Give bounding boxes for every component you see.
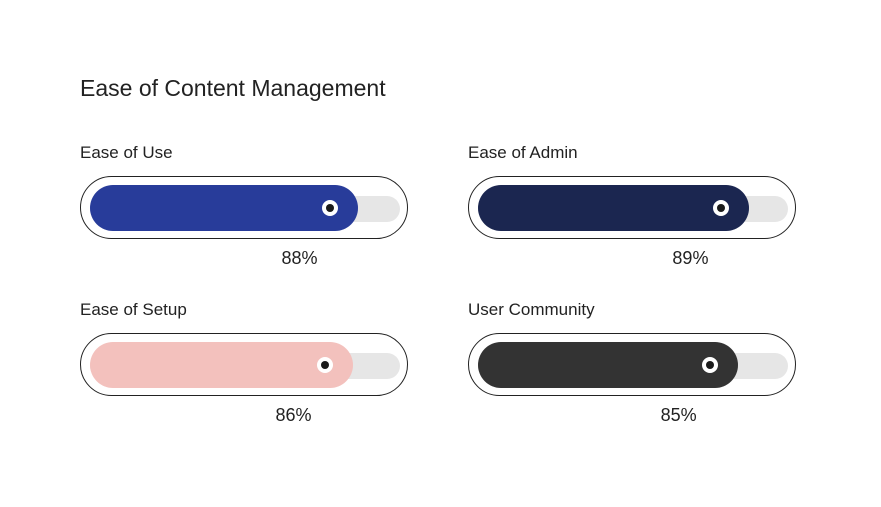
metric-label: User Community (468, 300, 595, 319)
progress-fill (478, 185, 750, 231)
progress-bar (468, 176, 796, 239)
percent-label: 85% (660, 405, 697, 425)
progress-fill (90, 342, 353, 388)
percent-label: 88% (281, 248, 318, 268)
percent-label: 86% (275, 405, 312, 425)
progress-fill (90, 185, 359, 231)
metric-ease-of-setup: Ease of Setup 86% (80, 300, 412, 430)
metric-ease-of-use: Ease of Use 88% (80, 143, 412, 273)
metric-label: Ease of Setup (80, 300, 187, 319)
metric-ease-of-admin: Ease of Admin 89% (468, 143, 800, 273)
chart-title: Ease of Content Management (80, 75, 386, 101)
progress-knob (713, 200, 730, 216)
progress-bar (80, 176, 408, 239)
progress-knob (322, 200, 339, 216)
percent-label: 89% (672, 248, 709, 268)
progress-fill (478, 342, 738, 388)
progress-knob (701, 357, 718, 373)
progress-knob (316, 357, 333, 373)
metric-user-community: User Community 85% (468, 300, 800, 430)
metric-label: Ease of Admin (468, 143, 578, 162)
progress-bar (80, 333, 408, 396)
metric-label: Ease of Use (80, 143, 173, 162)
progress-bar (468, 333, 796, 396)
